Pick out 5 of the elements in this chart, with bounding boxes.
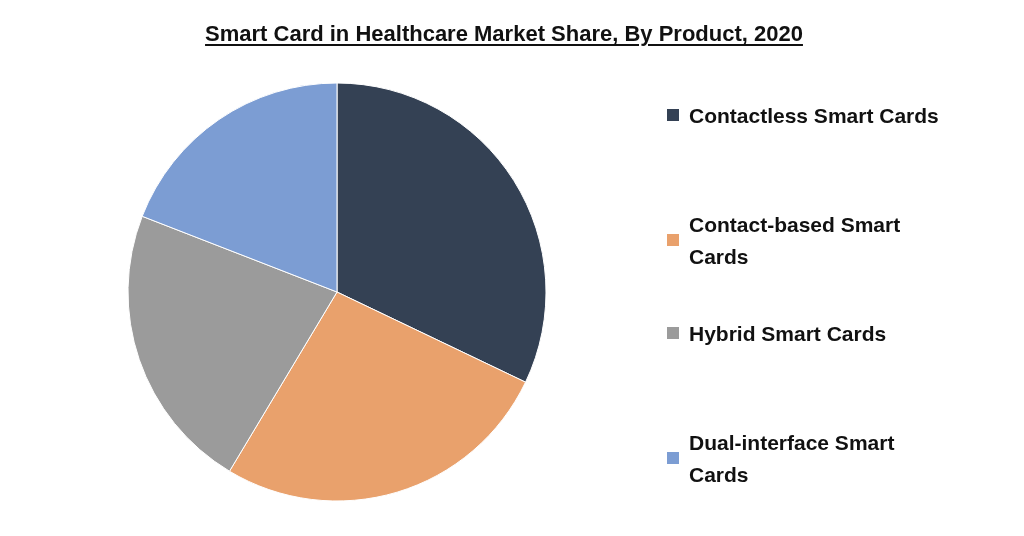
legend-label: Dual-interface Smart Cards xyxy=(689,430,895,486)
legend-label: Contact-based Smart Cards xyxy=(689,212,901,268)
legend-label: Hybrid Smart Cards xyxy=(689,321,887,345)
legend-label: Contactless Smart Cards xyxy=(689,103,939,127)
chart-title: Smart Card in Healthcare Market Share, By Product, 2020 xyxy=(205,21,803,46)
